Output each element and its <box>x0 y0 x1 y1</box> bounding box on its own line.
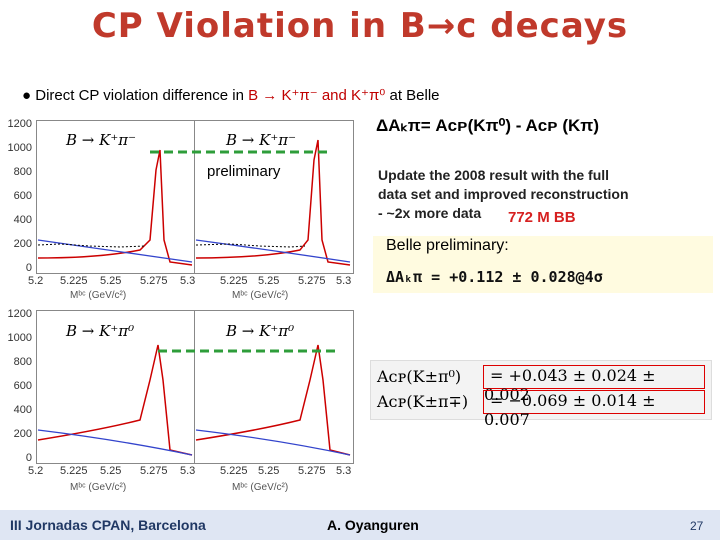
acp-row-lhs: Aᴄᴘ(K±π⁰) <box>377 367 462 386</box>
acp-row-kpi: Aᴄᴘ(K±π∓) <box>377 392 468 416</box>
y-tick: 1000 <box>7 332 32 344</box>
preliminary-tag: preliminary <box>207 163 281 180</box>
x-tick: 5.225 <box>220 465 248 477</box>
x-tick: 5.275 <box>140 465 168 477</box>
delta-acp-result: ΔAₖπ = +0.112 ± 0.028@4σ <box>386 268 603 286</box>
acp-row-rhs: = +0.043 ± 0.024 ± 0.002 <box>484 366 656 404</box>
bullet-suffix: at Belle <box>389 87 440 104</box>
bullet-line: ● Direct CP violation difference in B → … <box>22 86 440 104</box>
y-tick: 800 <box>13 166 32 178</box>
x-tick: 5.275 <box>298 275 326 287</box>
update-line-3: - ~2x more data <box>378 205 482 221</box>
bullet-icon: ● <box>22 87 32 104</box>
x-tick: 5.3 <box>336 465 352 477</box>
page-number: 27 <box>690 519 704 533</box>
acp-value-box: = +0.043 ± 0.024 ± 0.002 <box>483 365 705 404</box>
plot-kpi0-bplus <box>194 310 354 464</box>
peak-bottom-left <box>37 344 193 456</box>
y-tick: 600 <box>13 380 32 392</box>
footer-author: A. Oyanguren <box>327 517 419 533</box>
acp-results-box: Aᴄᴘ(K±π⁰) = +0.043 ± 0.024 ± 0.002 Aᴄᴘ(K… <box>370 360 712 429</box>
y-tick: 1000 <box>7 142 32 154</box>
plot-label-kpi: B → K⁺π⁻ <box>66 131 137 149</box>
plot-label-kpi0: B → K⁺π⁰ <box>226 322 295 340</box>
x-axis-label: Mᵇᶜ (GeV/c²) <box>70 482 127 493</box>
plot-label-kpi0: B → K⁺π⁰ <box>66 322 135 340</box>
bullet-modes: B → K⁺π⁻ and K⁺π⁰ <box>248 87 386 104</box>
y-tick: 0 <box>25 262 32 274</box>
acp-row-kpi0: Aᴄᴘ(K±π⁰) <box>377 367 461 391</box>
y-tick: 600 <box>13 190 32 202</box>
acp-value-box: = −0.069 ± 0.014 ± 0.007 <box>483 390 705 429</box>
y-tick: 0 <box>25 452 32 464</box>
plot-kpi-bminus <box>36 120 196 274</box>
belle-preliminary-label: Belle preliminary: <box>386 237 509 254</box>
x-tick: 5.275 <box>140 275 168 287</box>
plot-kpi-bplus <box>194 120 354 274</box>
x-tick: 5.275 <box>298 465 326 477</box>
footer-bar <box>0 510 720 540</box>
x-tick: 5.225 <box>220 275 248 287</box>
acp-row-lhs: Aᴄᴘ(K±π∓) <box>377 392 469 411</box>
x-tick: 5.3 <box>336 275 352 287</box>
belle-preliminary-box <box>373 236 713 293</box>
update-line-1: Update the 2008 result with the full <box>378 167 610 183</box>
x-tick: 5.25 <box>100 275 122 287</box>
peak-top-right <box>195 139 351 266</box>
peak-bottom-right <box>195 344 351 456</box>
slide-title: CP Violation in B→c decays <box>91 6 629 46</box>
plot-label-kpi: B → K⁺π⁻ <box>226 131 297 149</box>
acp-row-rhs: = −0.069 ± 0.014 ± 0.007 <box>484 391 656 429</box>
y-tick: 200 <box>13 238 32 250</box>
x-axis-label: Mᵇᶜ (GeV/c²) <box>232 290 289 301</box>
x-axis-label: Mᵇᶜ (GeV/c²) <box>232 482 289 493</box>
y-tick: 1200 <box>7 308 32 320</box>
y-tick: 200 <box>13 428 32 440</box>
y-tick: 400 <box>13 404 32 416</box>
x-tick: 5.25 <box>258 275 280 287</box>
x-tick: 5.225 <box>60 465 88 477</box>
x-tick: 5.2 <box>28 275 44 287</box>
delta-acp-definition: ΔAₖπ= Aᴄᴘ(Kπ⁰) - Aᴄᴘ (Kπ) <box>376 116 599 135</box>
y-tick: 400 <box>13 214 32 226</box>
x-tick: 5.2 <box>28 465 44 477</box>
x-tick: 5.3 <box>180 465 196 477</box>
update-text: Update the 2008 result with the full dat… <box>378 166 678 223</box>
y-tick: 1200 <box>7 118 32 130</box>
update-line-2: data set and improved reconstruction <box>378 186 629 202</box>
y-tick: 800 <box>13 356 32 368</box>
luminosity-badge: 772 M BB <box>508 209 576 226</box>
x-tick: 5.25 <box>258 465 280 477</box>
footer-conference: III Jornadas CPAN, Barcelona <box>10 517 206 533</box>
peak-top-left <box>37 149 193 266</box>
x-tick: 5.3 <box>180 275 196 287</box>
x-axis-label: Mᵇᶜ (GeV/c²) <box>70 290 127 301</box>
x-tick: 5.25 <box>100 465 122 477</box>
bullet-prefix: Direct CP violation difference in <box>35 87 244 104</box>
x-tick: 5.225 <box>60 275 88 287</box>
